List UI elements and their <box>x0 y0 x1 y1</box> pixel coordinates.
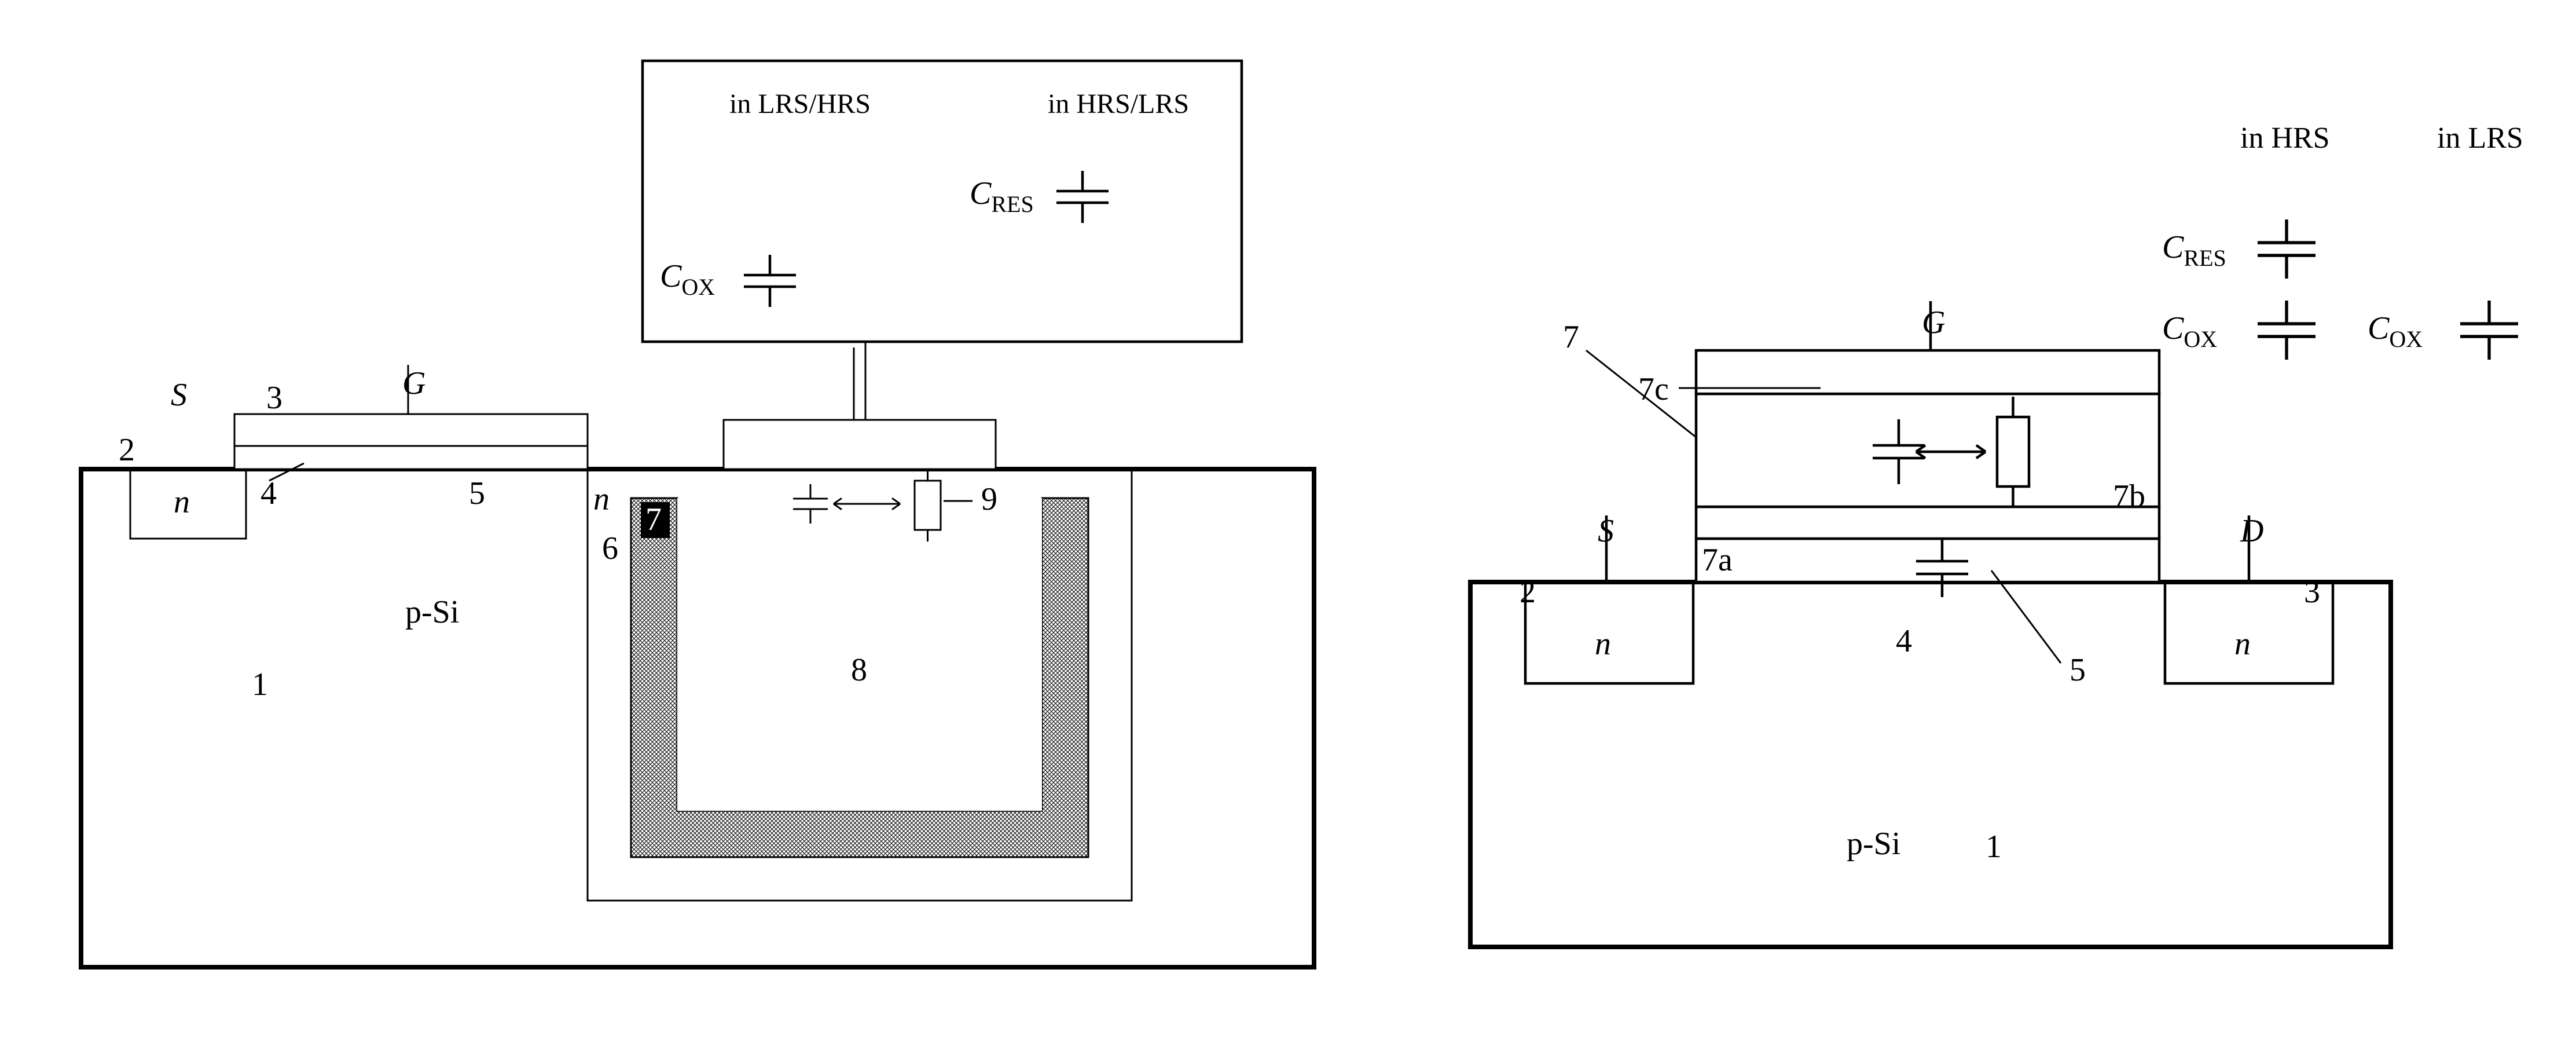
svg-text:n: n <box>2234 626 2251 662</box>
svg-text:7c: 7c <box>1638 371 1669 407</box>
svg-text:in HRS: in HRS <box>2240 122 2330 155</box>
svg-text:8: 8 <box>851 652 867 688</box>
right-figure: in HRS in LRS CRES COX COX G 7 7c 7a 7b S 2 n D 3 n 4 5 p-… <box>1470 122 2523 947</box>
svg-text:6: 6 <box>602 531 618 566</box>
svg-text:7a: 7a <box>1702 542 1733 578</box>
svg-text:S: S <box>171 377 187 413</box>
svg-text:7: 7 <box>1563 319 1579 355</box>
svg-text:G: G <box>402 365 425 401</box>
svg-text:1: 1 <box>1986 829 2002 865</box>
svg-text:COX: COX <box>2368 310 2423 352</box>
svg-text:in HRS/LRS: in HRS/LRS <box>1048 89 1189 119</box>
svg-text:p-Si: p-Si <box>1847 826 1900 862</box>
svg-text:in LRS: in LRS <box>2437 122 2523 155</box>
svg-text:p-Si: p-Si <box>405 594 459 630</box>
svg-text:COX: COX <box>2162 310 2217 352</box>
svg-text:2: 2 <box>119 432 135 468</box>
svg-text:5: 5 <box>469 475 485 511</box>
svg-text:2: 2 <box>1520 574 1536 610</box>
svg-text:4: 4 <box>260 475 277 511</box>
svg-text:5: 5 <box>2069 652 2086 688</box>
svg-text:7: 7 <box>645 502 662 537</box>
left-figure: in LRS/HRSin HRS/LRSCRESCOXS2n3G45n6789p… <box>81 61 1314 967</box>
svg-text:1: 1 <box>252 667 268 703</box>
svg-text:G: G <box>1922 305 1945 341</box>
svg-text:3: 3 <box>2304 574 2320 610</box>
svg-text:n: n <box>1595 626 1611 662</box>
svg-text:S: S <box>1598 513 1614 549</box>
svg-text:4: 4 <box>1896 623 1912 659</box>
svg-text:D: D <box>2240 513 2263 549</box>
svg-text:in LRS/HRS: in LRS/HRS <box>729 89 871 119</box>
svg-text:7b: 7b <box>2113 478 2145 514</box>
svg-text:9: 9 <box>981 481 997 517</box>
svg-text:3: 3 <box>266 380 282 416</box>
svg-text:CRES: CRES <box>2162 229 2226 271</box>
svg-text:n: n <box>593 481 610 517</box>
svg-text:n: n <box>174 484 190 520</box>
